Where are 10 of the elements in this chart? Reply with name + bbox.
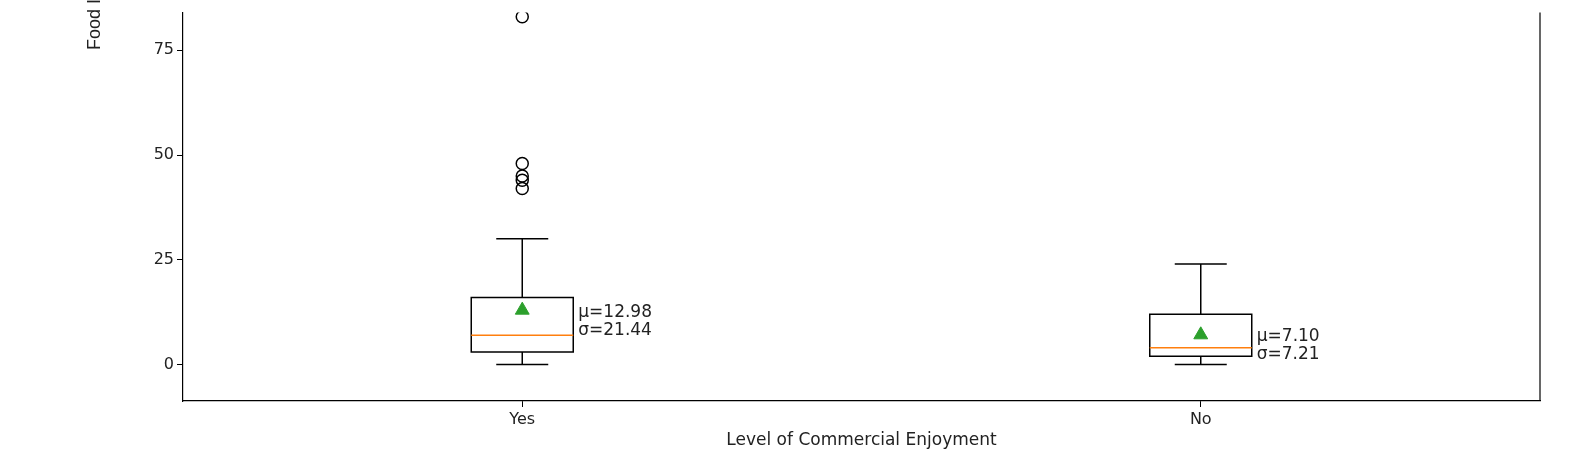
y-tick-label: 50 <box>153 144 174 164</box>
annotation: μ=7.10 <box>1256 325 1320 346</box>
y-tick-label: 75 <box>153 39 174 59</box>
x-tick-label: No <box>1189 408 1212 428</box>
annotation: μ=12.98 <box>578 300 652 321</box>
y-axis-title: Food I <box>83 0 104 50</box>
y-tick-label: 0 <box>163 353 174 373</box>
x-axis-title: Level of Commercial Enjoyment <box>726 429 997 450</box>
x-tick-label: Yes <box>508 408 536 428</box>
y-tick-label: 25 <box>153 248 174 268</box>
